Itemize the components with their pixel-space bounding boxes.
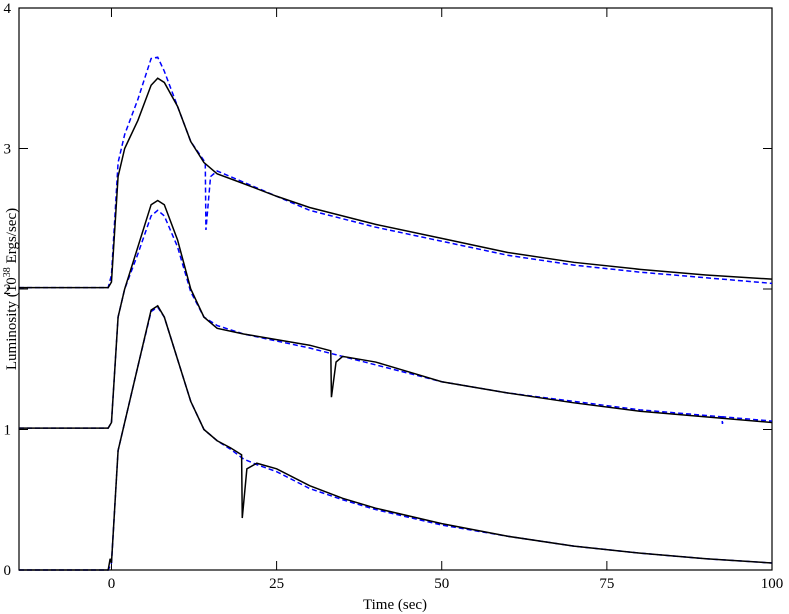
x-tick-label: 75 [599, 576, 614, 592]
y-tick-label: 3 [4, 142, 12, 158]
x-tick-label: 50 [434, 576, 449, 592]
y-tick-label: 0 [4, 563, 12, 579]
y-axis-label: Luminosity (1038 Ergs/sec) [2, 208, 20, 370]
y-axis-label-part: Luminosity (10 [4, 277, 20, 370]
line-series [19, 306, 773, 571]
line-series [19, 199, 773, 429]
y-tick-label: 4 [4, 1, 12, 17]
plot-frame [18, 7, 773, 571]
line-series [19, 77, 773, 289]
x-tick-label: 0 [108, 576, 116, 592]
y-tick-label: 1 [4, 423, 12, 439]
x-tick-label: 25 [269, 576, 284, 592]
line-series [19, 304, 773, 571]
y-axis-label-part: Ergs/sec) [4, 208, 20, 267]
line-series [19, 56, 773, 289]
y-tick-label: 2 [4, 282, 12, 298]
x-tick-label: 100 [761, 576, 784, 592]
y-axis-label-sup: 38 [2, 267, 13, 277]
line-series [19, 209, 773, 429]
x-axis-label: Time (sec) [363, 597, 427, 613]
